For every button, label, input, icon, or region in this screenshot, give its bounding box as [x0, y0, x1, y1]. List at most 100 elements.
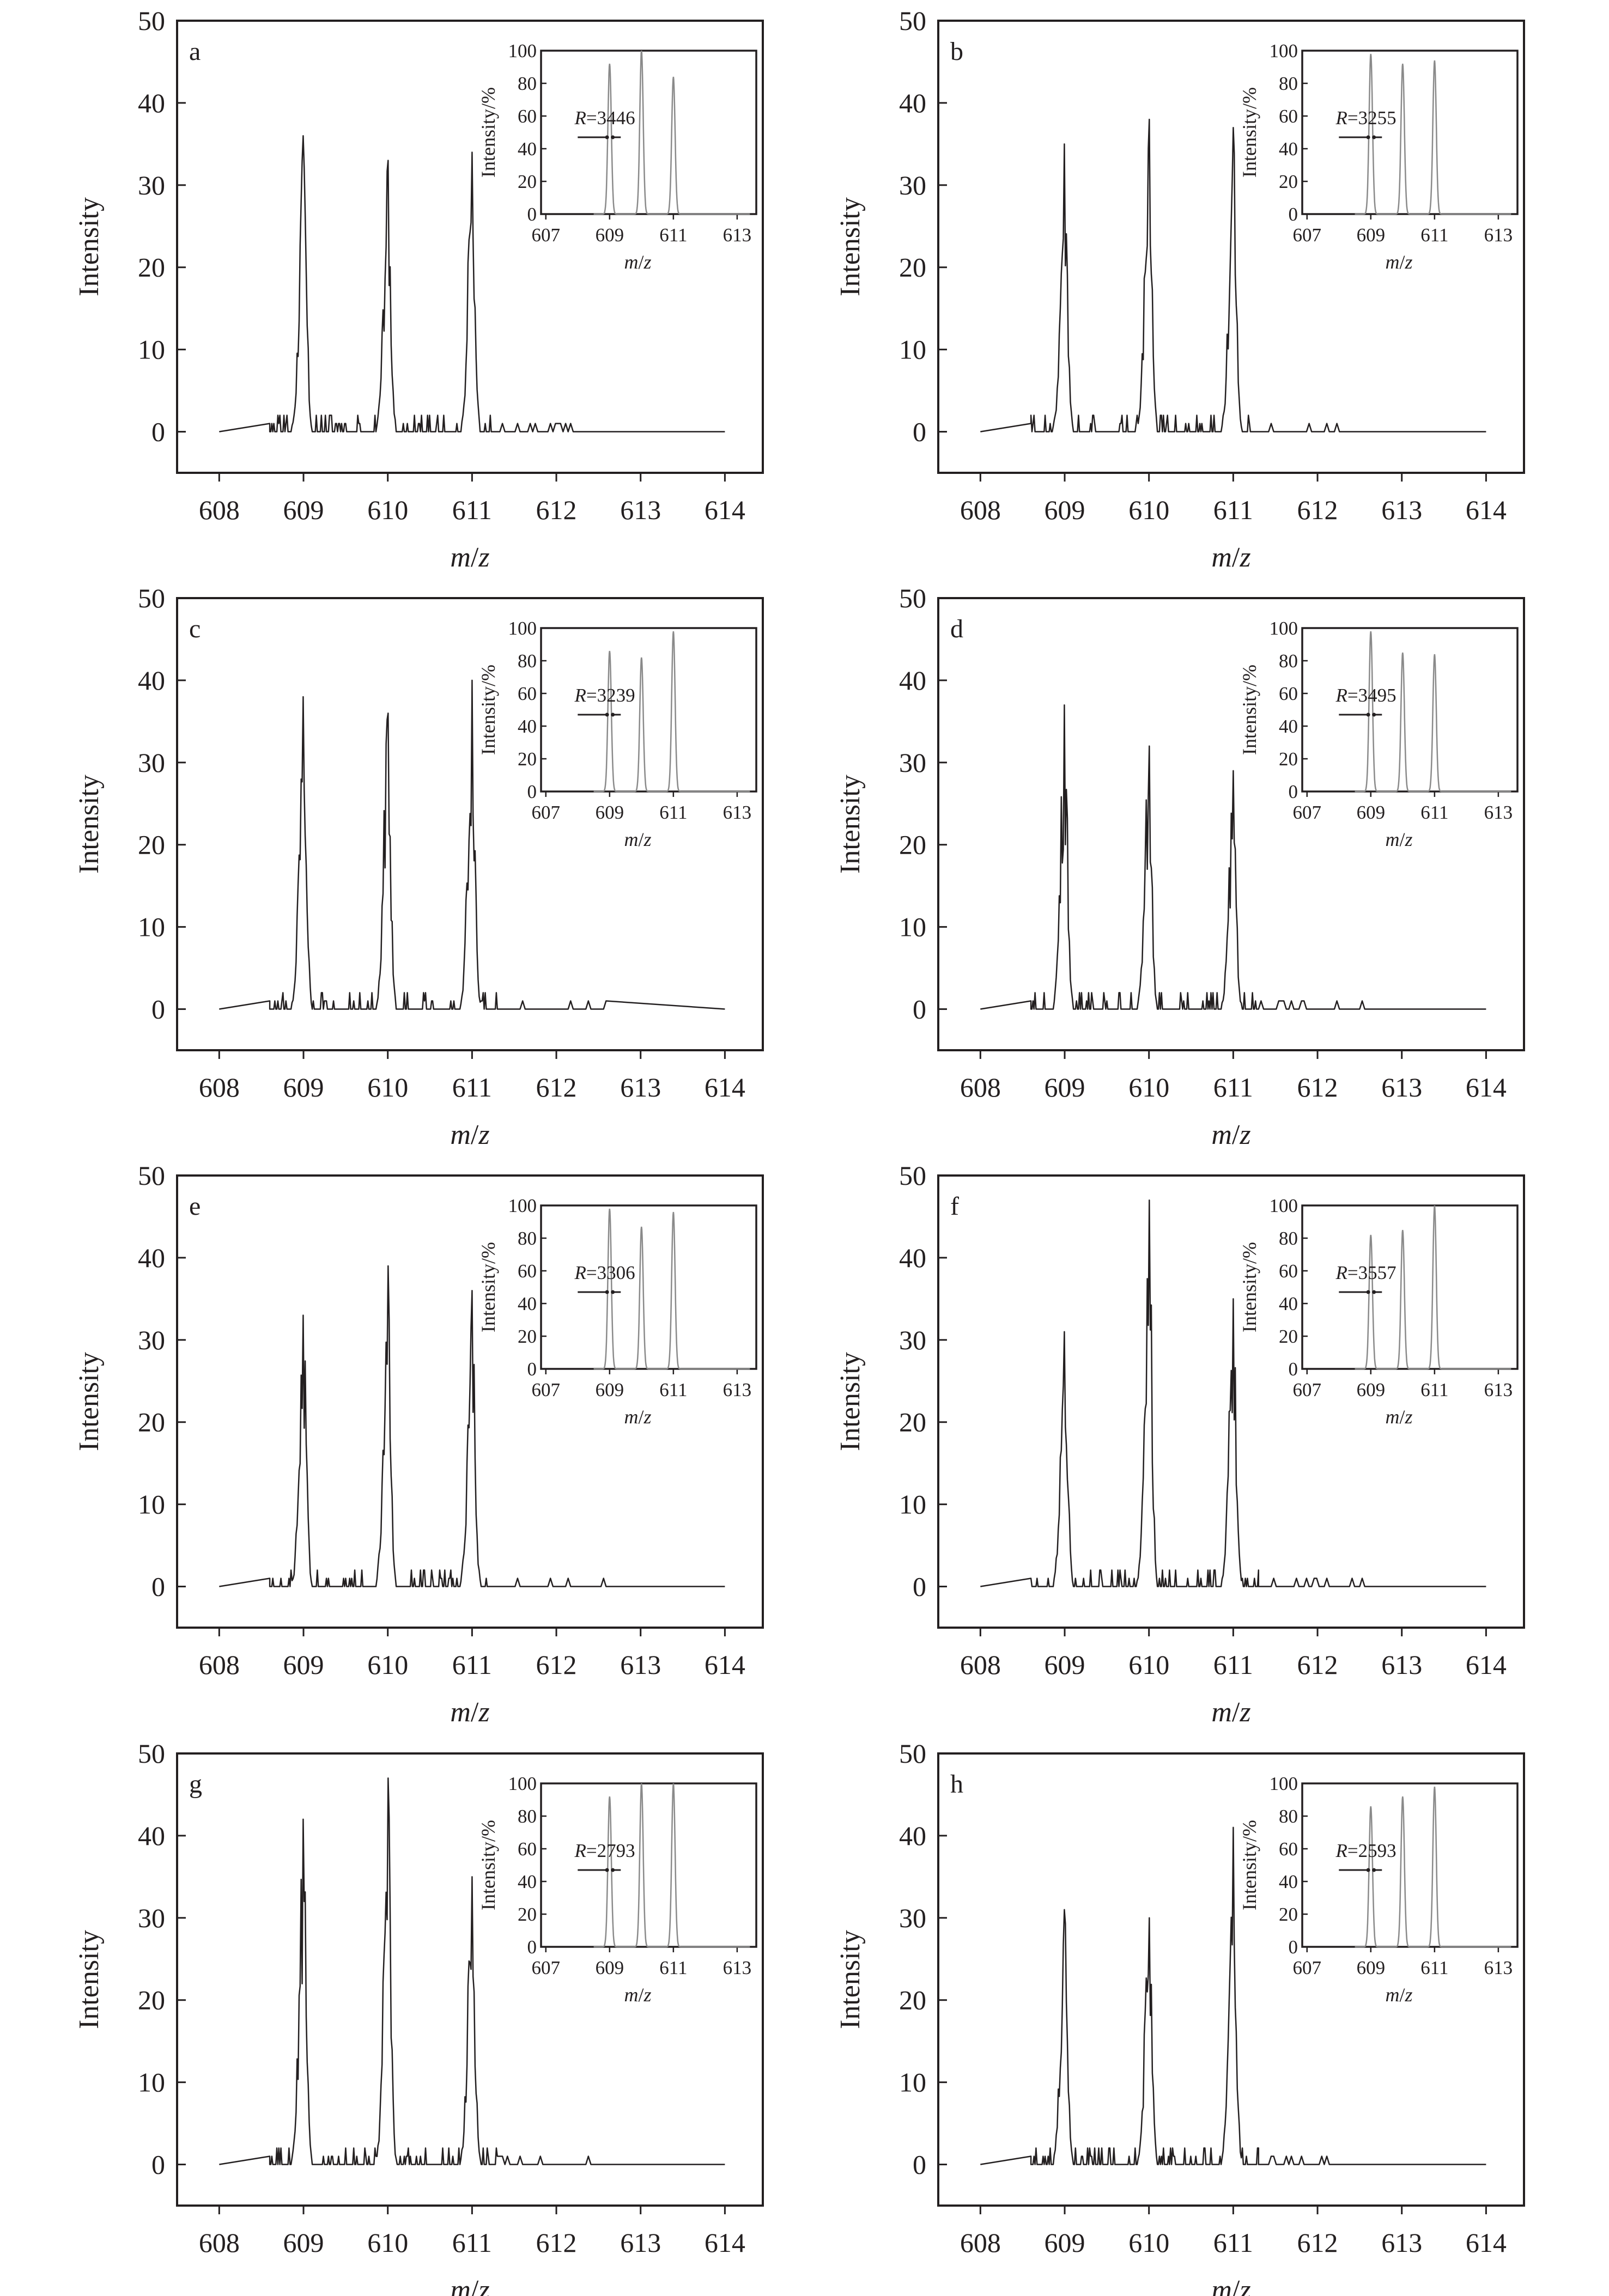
x-tick-label: 608 [960, 2227, 1001, 2258]
chart-panel-c: 0 10 20 30 40 50 608 609 610 611 612 613 614 Intensit… [74, 583, 764, 1150]
inset-y-tick-label: 20 [518, 1326, 537, 1347]
inset-x-axis-title: m/z [624, 1406, 651, 1428]
x-axis-title-z: z [478, 542, 489, 573]
y-tick-label: 30 [899, 170, 926, 200]
resolution-symbol: R [1335, 685, 1347, 706]
x-tick-label: 610 [367, 1072, 408, 1103]
x-axis-title-slash: / [1232, 1697, 1240, 1728]
inset-x-axis-title-m: m [1385, 1406, 1399, 1428]
resolution-arrowhead-left [605, 712, 609, 717]
y-axis-title: Intensity [74, 197, 105, 296]
y-axis-title: Intensity [835, 1352, 866, 1451]
inset-spectrum-line [1355, 631, 1511, 793]
inset-y-tick-label: 80 [1279, 1228, 1298, 1249]
inset-y-axis-title: Intensity/% [1238, 1820, 1260, 1910]
inset-frame [1301, 1782, 1519, 1948]
x-tick-label: 609 [283, 1649, 324, 1680]
x-tick-label: 611 [452, 2227, 492, 2258]
y-tick-label: 10 [899, 2067, 926, 2098]
y-tick-label: 0 [913, 417, 926, 447]
y-tick-label: 0 [913, 1572, 926, 1602]
y-tick-label: 40 [138, 1820, 165, 1851]
x-tick-label: 609 [1045, 1072, 1085, 1103]
x-tick-label: 609 [283, 2227, 324, 2258]
x-axis-title: m/z [450, 1119, 489, 1150]
y-tick-label: 30 [138, 170, 165, 200]
x-tick-label: 612 [536, 1072, 577, 1103]
x-axis-title-z: z [1239, 1697, 1250, 1728]
x-tick-label: 610 [367, 2227, 408, 2258]
inset-y-axis-title: Intensity/% [477, 665, 499, 755]
resolution-arrowhead-right [611, 712, 615, 717]
y-tick-label: 50 [138, 1160, 165, 1191]
inset-y-tick-label: 80 [1279, 73, 1298, 94]
inset-y-tick-label: 80 [518, 650, 537, 672]
x-axis-title: m/z [1211, 1697, 1250, 1728]
y-tick-label: 10 [138, 334, 165, 365]
x-tick-label: 608 [960, 1649, 1001, 1680]
inset-chart: 0 20 40 60 80 100 607 609 611 613 Intensity/% m/z R=… [477, 40, 757, 273]
x-tick-label: 614 [1466, 2227, 1507, 2258]
resolution-value: =3306 [586, 1262, 635, 1283]
inset-x-tick-label: 609 [1357, 1379, 1386, 1400]
x-axis-title: m/z [1211, 542, 1250, 573]
x-tick-label: 609 [1045, 2227, 1085, 2258]
inset-x-axis-title: m/z [624, 1984, 651, 2006]
resolution-arrowhead-right [1372, 135, 1376, 139]
y-tick-label: 30 [899, 1903, 926, 1933]
x-tick-label: 608 [199, 1072, 240, 1103]
x-tick-label: 610 [1128, 1072, 1169, 1103]
y-axis-title: Intensity [74, 1352, 105, 1451]
resolution-arrowhead-right [1372, 1868, 1376, 1872]
plot-frame [176, 20, 764, 474]
y-tick-label: 50 [899, 5, 926, 36]
inset-x-axis-title-slash: / [638, 829, 643, 850]
x-tick-label: 614 [1466, 495, 1507, 525]
resolution-value: =3255 [1347, 107, 1397, 129]
resolution-arrowhead-right [611, 1868, 615, 1872]
x-tick-label: 613 [1381, 2227, 1422, 2258]
y-tick-label: 20 [138, 830, 165, 860]
x-tick-label: 612 [536, 1649, 577, 1680]
y-axis-title: Intensity [74, 775, 105, 874]
chart-panel-d: 0 10 20 30 40 50 608 609 610 611 612 613 614 Intensit… [835, 583, 1525, 1150]
x-tick-label: 608 [960, 495, 1001, 525]
y-tick-label: 30 [138, 747, 165, 778]
x-tick-label: 614 [705, 1649, 745, 1680]
plot-frame [937, 1174, 1525, 1629]
inset-x-axis-title: m/z [1385, 1984, 1412, 2006]
x-axis-title-slash: / [471, 1119, 479, 1150]
inset-y-tick-label: 20 [1279, 748, 1298, 770]
resolution-symbol: R [1335, 1262, 1347, 1283]
inset-x-axis-title-z: z [1405, 829, 1413, 850]
resolution-label: R=3255 [1335, 107, 1396, 129]
inset-y-tick-label: 40 [518, 138, 537, 160]
x-tick-label: 610 [367, 495, 408, 525]
x-tick-label: 614 [705, 2227, 745, 2258]
inset-spectrum-line [1355, 1786, 1511, 1948]
x-tick-label: 614 [1466, 1649, 1507, 1680]
x-axis-title: m/z [1211, 1119, 1250, 1150]
y-axis-title: Intensity [835, 1930, 866, 2029]
x-tick-label: 610 [1128, 1649, 1169, 1680]
panel-label: g [189, 1770, 202, 1799]
y-tick-label: 0 [151, 2149, 165, 2180]
inset-y-axis-title: Intensity/% [1238, 87, 1260, 178]
resolution-label: R=3306 [574, 1262, 635, 1283]
y-tick-label: 10 [899, 912, 926, 942]
inset-x-tick-label: 613 [723, 1957, 752, 1978]
y-tick-label: 40 [899, 88, 926, 118]
x-tick-label: 610 [1128, 495, 1169, 525]
resolution-label: R=3446 [574, 107, 635, 129]
x-tick-label: 612 [1297, 2227, 1338, 2258]
inset-x-tick-label: 609 [596, 224, 624, 246]
x-tick-label: 609 [1045, 1649, 1085, 1680]
inset-y-axis-title: Intensity/% [477, 87, 499, 178]
inset-y-tick-label: 80 [1279, 650, 1298, 672]
y-axis-title: Intensity [835, 197, 866, 296]
inset-y-tick-label: 0 [527, 1936, 537, 1958]
inset-x-axis-title-m: m [624, 251, 638, 273]
inset-x-axis-title-z: z [643, 1984, 652, 2006]
inset-x-axis-title: m/z [624, 251, 651, 273]
